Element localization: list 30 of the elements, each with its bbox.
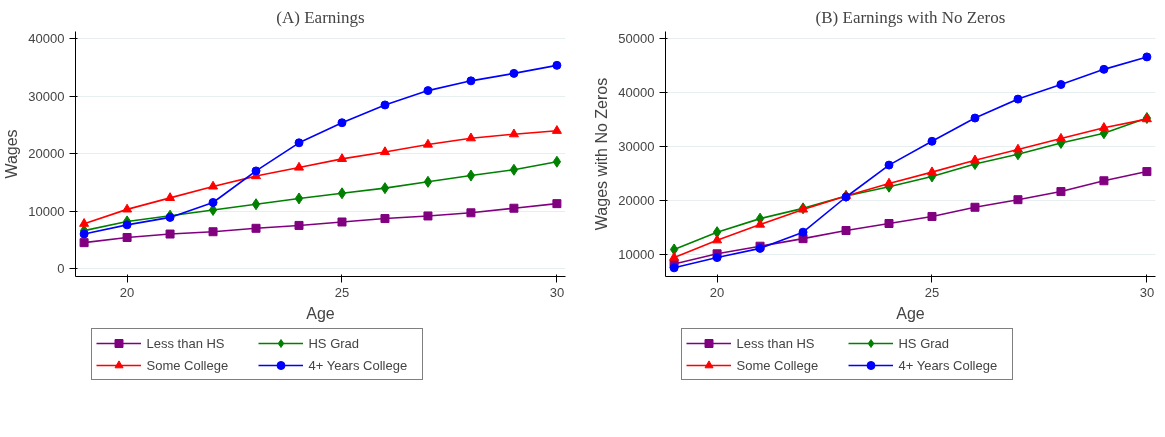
y-tick-label: 10000 bbox=[28, 203, 65, 219]
legend-label: HS Grad bbox=[898, 335, 951, 351]
chart-title: (B) Earnings with No Zeros bbox=[815, 7, 1006, 27]
x-axis-title: Age bbox=[896, 304, 925, 322]
chart-title: (A) Earnings bbox=[276, 7, 365, 27]
y-tick-label: 20000 bbox=[28, 146, 65, 162]
y-tick-label: 30000 bbox=[618, 139, 655, 155]
legend-label: Less than HS bbox=[736, 335, 816, 351]
legend-label: HS Grad bbox=[308, 335, 361, 351]
legend-label: 4+ Years College bbox=[308, 357, 409, 373]
y-axis-title: Wages bbox=[3, 129, 21, 179]
y-tick-label: 20000 bbox=[618, 193, 655, 209]
y-tick-label: 50000 bbox=[618, 31, 655, 47]
x-tick-label: 20 bbox=[709, 284, 725, 300]
y-axis-title: Wages with No Zeros bbox=[593, 77, 611, 231]
legend-label: Less than HS bbox=[146, 335, 226, 351]
y-tick-label: 0 bbox=[57, 260, 65, 276]
legend-label: 4+ Years College bbox=[898, 357, 999, 373]
x-tick-label: 25 bbox=[334, 284, 350, 300]
legend-label: Some College bbox=[736, 357, 820, 373]
x-tick-label: 30 bbox=[1139, 284, 1155, 300]
y-tick-label: 10000 bbox=[618, 247, 655, 263]
y-tick-label: 40000 bbox=[28, 31, 65, 47]
x-tick-label: 25 bbox=[924, 284, 940, 300]
x-tick-label: 30 bbox=[549, 284, 565, 300]
y-tick-label: 40000 bbox=[618, 85, 655, 101]
legend-label: Some College bbox=[146, 357, 230, 373]
x-axis-title: Age bbox=[306, 304, 335, 322]
y-tick-label: 30000 bbox=[28, 88, 65, 104]
x-tick-label: 20 bbox=[119, 284, 135, 300]
